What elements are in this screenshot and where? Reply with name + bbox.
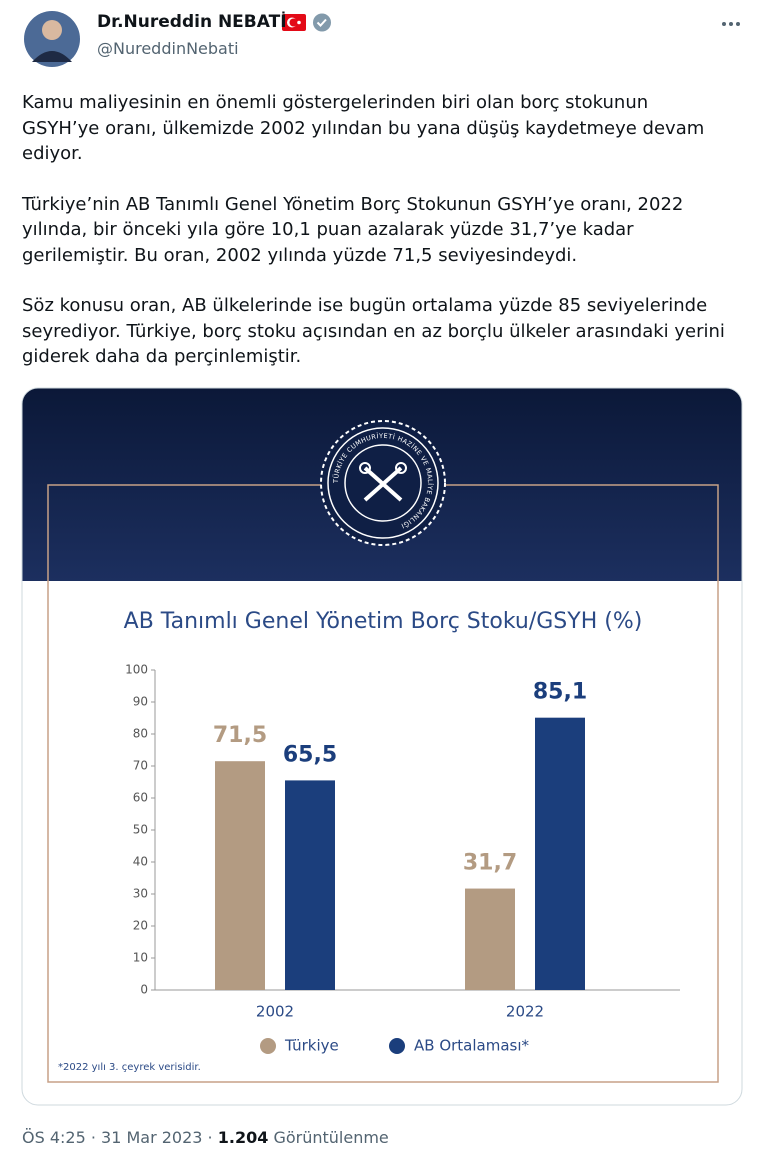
legend-label: Türkiye <box>284 1037 339 1055</box>
timestamp[interactable]: ÖS 4:25 · 31 Mar 2023 · <box>22 1128 213 1147</box>
legend-swatch <box>389 1038 405 1054</box>
y-tick-label: 50 <box>133 823 148 837</box>
card-border <box>21 387 743 1106</box>
avatar[interactable] <box>24 11 80 67</box>
data-label: 71,5 <box>213 723 267 748</box>
plot: 0 10 20 30 40 50 60 70 80 90 100 2002 71,5 65,5 2022 31… <box>125 663 680 1055</box>
y-tick-label: 0 <box>140 983 148 997</box>
logo: TÜRKİYE CUMHURİYETİ HAZİNE VE MALİYE BAK… <box>320 420 446 546</box>
y-tick-label: 30 <box>133 887 148 901</box>
author-name[interactable]: Dr.Nureddin NEBATİ <box>97 12 287 32</box>
bar <box>215 761 265 990</box>
flag-icon <box>282 14 306 31</box>
tweet-text: Kamu maliyesinin en önemli göstergelerin… <box>22 90 727 395</box>
y-tick-label: 60 <box>133 791 148 805</box>
y-tick-label: 100 <box>125 663 148 677</box>
author-handle[interactable]: @NureddinNebati <box>97 39 239 58</box>
legend-label: AB Ortalaması* <box>414 1037 530 1055</box>
y-tick-label: 80 <box>133 727 148 741</box>
more-menu[interactable] <box>722 22 740 26</box>
y-tick-label: 70 <box>133 759 148 773</box>
legend-swatch <box>260 1038 276 1054</box>
paragraph: Kamu maliyesinin en önemli göstergelerin… <box>22 92 705 164</box>
y-tick-label: 90 <box>133 695 148 709</box>
chart-title: AB Tanımlı Genel Yönetim Borç Stoku/GSYH… <box>124 609 643 634</box>
y-tick-label: 20 <box>133 919 148 933</box>
x-tick-label: 2022 <box>506 1003 544 1021</box>
data-label: 31,7 <box>463 851 517 876</box>
view-count: 1.204 <box>217 1128 269 1147</box>
x-tick-label: 2002 <box>256 1003 294 1021</box>
verified-badge <box>313 13 331 32</box>
bar <box>535 717 585 990</box>
paragraph: Türkiye’nin AB Tanımlı Genel Yönetim Bor… <box>22 193 684 266</box>
paragraph: Söz konusu oran, AB ülkelerinde ise bugü… <box>22 295 725 367</box>
view-label: Görüntülenme <box>273 1128 389 1147</box>
footnote: *2022 yılı 3. çeyrek verisidir. <box>58 1062 201 1073</box>
data-label: 65,5 <box>283 742 337 767</box>
y-tick-label: 40 <box>133 855 148 869</box>
data-label: 85,1 <box>533 680 587 705</box>
bar <box>285 780 335 990</box>
image-card: TÜRKİYE CUMHURİYETİ HAZİNE VE MALİYE BAK… <box>22 388 742 1105</box>
tweet-meta: ÖS 4:25 · 31 Mar 2023 · 1.204 Görüntülen… <box>22 1128 389 1147</box>
bar <box>465 888 515 990</box>
y-tick-label: 10 <box>133 951 148 965</box>
